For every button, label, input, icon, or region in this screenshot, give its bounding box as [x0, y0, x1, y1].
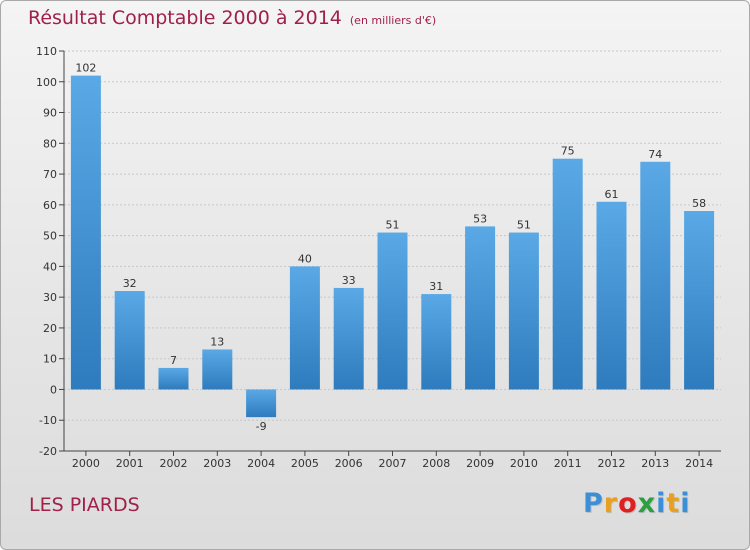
brand-letter: i	[680, 488, 691, 519]
y-tick-label: -20	[39, 445, 57, 458]
data-label: 32	[123, 277, 137, 290]
data-label: -9	[256, 420, 267, 433]
data-label: 7	[170, 354, 177, 367]
data-label: 40	[298, 252, 312, 265]
bar-layer	[70, 75, 715, 418]
bar	[465, 226, 496, 390]
y-tick-label: 70	[43, 168, 57, 181]
brand-letter: x	[637, 488, 657, 519]
data-label: 102	[75, 62, 96, 75]
chart-subtitle: (en milliers d'€)	[349, 14, 437, 27]
data-label: 74	[648, 148, 662, 161]
bar	[640, 161, 671, 390]
brand-letter: P	[583, 488, 604, 519]
brand-letter: r	[603, 488, 619, 519]
bar	[421, 294, 452, 390]
y-tick-label: -10	[39, 414, 57, 427]
data-label: 58	[692, 197, 706, 210]
y-tick-label: 110	[36, 45, 57, 58]
y-tick-label: 80	[43, 137, 57, 150]
bar	[596, 201, 627, 390]
x-tick-label: 2007	[379, 457, 407, 470]
x-tick-label: 2001	[116, 457, 144, 470]
bar	[246, 389, 277, 418]
brand-logo: Proxiti	[583, 488, 691, 519]
x-tick-label: 2003	[203, 457, 231, 470]
x-tick-label: 2009	[466, 457, 494, 470]
data-label: 31	[429, 280, 443, 293]
data-label: 53	[473, 212, 487, 225]
bar	[289, 266, 320, 390]
x-tick-label: 2006	[335, 457, 363, 470]
data-label: 51	[517, 219, 531, 232]
bar	[508, 232, 539, 390]
axis-layer: -20 -10 0 10 20 30 40 50 60 70 80 90 100 110 2000 2001 2…	[36, 45, 721, 470]
bar	[114, 291, 145, 390]
data-label: 61	[605, 188, 619, 201]
brand-letter: t	[666, 488, 681, 519]
x-tick-label: 2004	[247, 457, 275, 470]
chart-title: Résultat Comptable 2000 à 2014 (en millie…	[28, 7, 436, 29]
data-label: 51	[386, 219, 400, 232]
bar	[684, 211, 715, 390]
x-tick-label: 2014	[685, 457, 713, 470]
y-tick-label: 60	[43, 199, 57, 212]
data-label: 13	[210, 335, 224, 348]
y-tick-label: 0	[50, 383, 57, 396]
y-tick-label: 20	[43, 322, 57, 335]
x-tick-label: 2012	[598, 457, 626, 470]
x-tick-label: 2010	[510, 457, 538, 470]
x-tick-label: 2005	[291, 457, 319, 470]
chart-title-text: Résultat Comptable 2000 à 2014	[28, 7, 342, 29]
x-tick-label: 2011	[554, 457, 582, 470]
y-tick-label: 90	[43, 107, 57, 120]
bar	[377, 232, 408, 390]
bar	[158, 367, 189, 390]
data-label: 75	[561, 145, 575, 158]
y-tick-label: 10	[43, 353, 57, 366]
brand-letter: o	[618, 488, 638, 519]
data-label: 33	[342, 274, 356, 287]
bar	[70, 75, 101, 390]
bar	[333, 287, 364, 390]
brand-letter: i	[656, 488, 667, 519]
bar	[202, 349, 233, 390]
y-tick-label: 40	[43, 260, 57, 273]
x-tick-label: 2008	[422, 457, 450, 470]
commune-name: LES PIARDS	[29, 494, 140, 516]
x-tick-label: 2013	[641, 457, 669, 470]
x-tick-label: 2002	[160, 457, 188, 470]
x-tick-label: 2000	[72, 457, 100, 470]
label-layer: 102 32 7 13 -9 40 33 51 31 53 51 75 61 74 58	[75, 62, 706, 434]
y-tick-label: 30	[43, 291, 57, 304]
y-tick-label: 100	[36, 76, 57, 89]
y-tick-label: 50	[43, 230, 57, 243]
bar	[552, 158, 583, 390]
